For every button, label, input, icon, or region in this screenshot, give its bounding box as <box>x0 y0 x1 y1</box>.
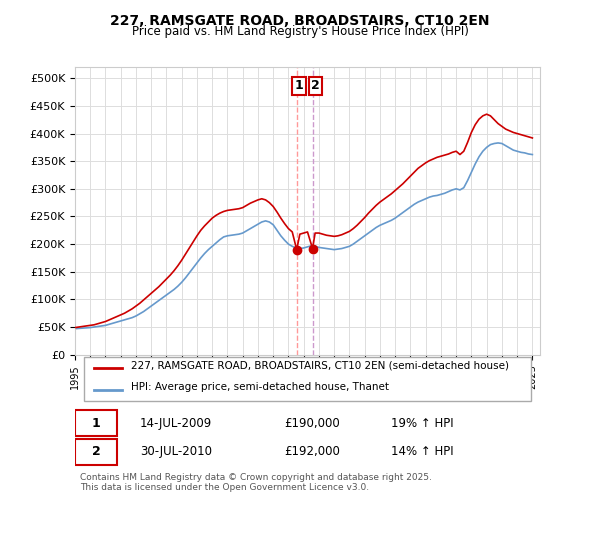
Text: £192,000: £192,000 <box>284 445 340 459</box>
Text: £190,000: £190,000 <box>284 417 340 430</box>
Text: Price paid vs. HM Land Registry's House Price Index (HPI): Price paid vs. HM Land Registry's House … <box>131 25 469 38</box>
FancyBboxPatch shape <box>75 410 117 436</box>
Text: 227, RAMSGATE ROAD, BROADSTAIRS, CT10 2EN (semi-detached house): 227, RAMSGATE ROAD, BROADSTAIRS, CT10 2E… <box>131 361 509 370</box>
FancyBboxPatch shape <box>75 439 117 465</box>
Text: 2: 2 <box>311 80 320 92</box>
Text: 2: 2 <box>92 445 100 459</box>
Text: 227, RAMSGATE ROAD, BROADSTAIRS, CT10 2EN: 227, RAMSGATE ROAD, BROADSTAIRS, CT10 2E… <box>110 14 490 28</box>
Text: 19% ↑ HPI: 19% ↑ HPI <box>391 417 454 430</box>
FancyBboxPatch shape <box>84 357 531 402</box>
Text: 1: 1 <box>295 80 303 92</box>
Text: 30-JUL-2010: 30-JUL-2010 <box>140 445 212 459</box>
Text: 14% ↑ HPI: 14% ↑ HPI <box>391 445 454 459</box>
Text: Contains HM Land Registry data © Crown copyright and database right 2025.
This d: Contains HM Land Registry data © Crown c… <box>80 473 431 492</box>
Text: 14-JUL-2009: 14-JUL-2009 <box>140 417 212 430</box>
Text: 1: 1 <box>92 417 100 430</box>
Text: HPI: Average price, semi-detached house, Thanet: HPI: Average price, semi-detached house,… <box>131 382 389 392</box>
